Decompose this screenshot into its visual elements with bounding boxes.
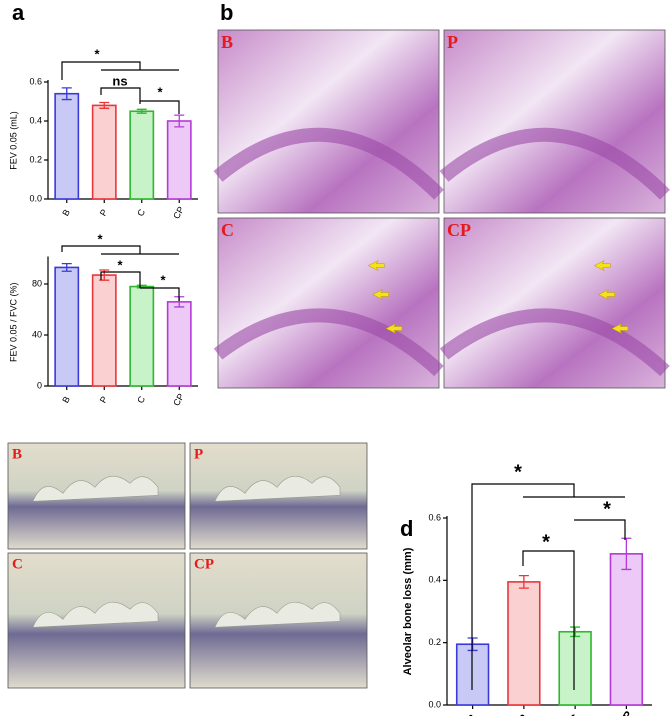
significance-bracket	[471, 483, 575, 690]
bar	[54, 266, 80, 387]
x-tick-label: B	[465, 712, 479, 716]
significance-label: ns	[112, 73, 127, 88]
histology-image	[443, 29, 666, 214]
y-axis-label: FEV 0.05 (mL)	[8, 111, 18, 170]
significance-label: *	[94, 46, 100, 61]
histology-image	[217, 217, 440, 389]
image-label: B	[221, 32, 233, 52]
panel-label: d	[400, 516, 413, 541]
y-tick-label: 0.2	[29, 154, 42, 164]
significance-bracket	[140, 287, 180, 301]
image-label: P	[194, 446, 203, 462]
arrow	[367, 259, 385, 272]
image-label: CP	[194, 556, 214, 572]
tooth-row	[214, 476, 341, 502]
bar	[54, 92, 80, 200]
y-tick-label: 80	[32, 278, 42, 288]
error-bar	[621, 537, 632, 571]
histology-image	[217, 29, 440, 214]
arrow	[372, 288, 389, 301]
x-tick-label: C	[568, 712, 582, 716]
x-tick-label: B	[60, 208, 72, 218]
arrow	[593, 259, 611, 272]
y-axis-label: FEV 0.05 / FVC (%)	[8, 282, 18, 362]
significance-bracket	[522, 550, 575, 690]
x-tick-label: C	[135, 207, 147, 218]
image-label: C	[12, 556, 23, 572]
bar	[91, 104, 117, 200]
error-bar	[61, 87, 72, 101]
x-tick-label: CP	[617, 709, 635, 716]
arrow	[385, 322, 403, 335]
image-label: P	[447, 32, 458, 52]
significance-label: *	[97, 231, 103, 246]
x-tick-label: C	[135, 394, 147, 405]
significance-bracket	[100, 271, 141, 288]
significance-label: *	[160, 272, 166, 287]
y-tick-label: 0.0	[29, 193, 42, 203]
significance-label: *	[117, 257, 123, 272]
arrow	[611, 322, 629, 335]
y-tick-label: 0.4	[29, 115, 42, 125]
bar	[455, 643, 490, 706]
tooth-row	[32, 476, 159, 502]
x-tick-label: P	[98, 395, 110, 405]
y-tick-label: 0.4	[428, 575, 441, 585]
error-bar	[99, 101, 110, 109]
tooth-row	[32, 601, 159, 628]
tissue-band	[439, 308, 670, 377]
arrow	[598, 288, 615, 301]
error-bar	[174, 114, 185, 128]
error-bar	[136, 108, 147, 114]
x-tick-label: P	[98, 208, 110, 218]
significance-label: *	[157, 84, 163, 99]
histology-image	[443, 217, 666, 389]
tissue-band	[213, 308, 444, 377]
bar	[609, 553, 644, 706]
y-tick-label: 0	[37, 380, 42, 390]
significance-bracket	[61, 245, 141, 254]
y-tick-label: 0.2	[428, 637, 441, 647]
significance-bracket	[140, 100, 180, 114]
bar	[129, 110, 155, 200]
bar	[129, 285, 155, 387]
y-tick-label: 0.6	[29, 76, 42, 86]
significance-bracket	[100, 87, 141, 104]
image-label: B	[12, 446, 22, 462]
panel-label: a	[12, 0, 25, 25]
significance-bracket	[61, 61, 141, 80]
bar	[166, 120, 192, 200]
panel-label: b	[220, 0, 233, 25]
tissue-band	[439, 127, 670, 200]
image-label: CP	[447, 220, 471, 240]
bar	[507, 581, 541, 706]
tooth-row	[214, 601, 341, 628]
bar	[558, 630, 592, 706]
y-tick-label: 0.0	[428, 699, 441, 709]
y-tick-label: 0.6	[428, 512, 441, 522]
y-axis-label: Alveolar bone loss (mm)	[402, 547, 414, 675]
significance-bracket	[574, 519, 626, 540]
tissue-band	[213, 127, 444, 200]
y-tick-label: 40	[32, 329, 42, 339]
bar	[91, 274, 117, 387]
error-bar	[518, 575, 529, 589]
error-bar	[570, 626, 581, 638]
x-tick-label: CP	[171, 205, 186, 221]
significance-label: *	[542, 531, 550, 553]
error-bar	[467, 637, 478, 652]
significance-label: *	[603, 498, 611, 520]
bar	[166, 301, 192, 387]
image-label: C	[221, 220, 234, 240]
error-bar	[61, 262, 72, 272]
x-tick-label: B	[60, 395, 72, 405]
significance-label: *	[514, 461, 522, 483]
x-tick-label: CP	[171, 392, 186, 408]
